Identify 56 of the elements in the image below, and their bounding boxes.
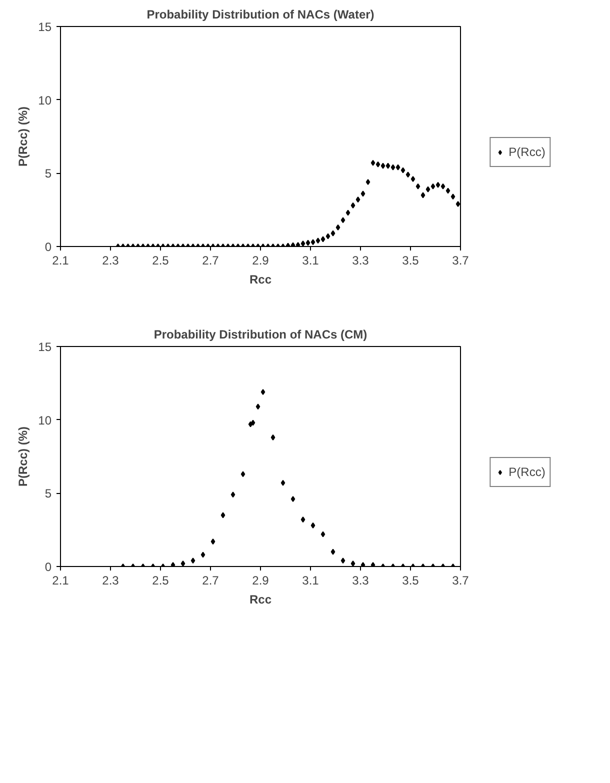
point [270, 434, 276, 440]
x-tick-label: 2.7 [202, 574, 220, 588]
x-tick-label: 2.1 [52, 254, 70, 268]
y-tick-label: 0 [44, 560, 52, 574]
chart-title: Probability Distribution of NACs (CM) [154, 328, 368, 342]
y-axis-title: P(Rcc) (%) [16, 426, 30, 487]
point [340, 558, 346, 564]
point [370, 562, 376, 566]
point [180, 560, 186, 566]
y-tick-label: 5 [44, 486, 52, 501]
point [350, 560, 356, 566]
point [300, 516, 306, 523]
point [230, 492, 236, 498]
point [330, 548, 336, 555]
x-tick-label: 3.7 [452, 254, 470, 268]
point [170, 562, 176, 566]
y-tick-label: 10 [38, 413, 52, 428]
x-tick-label: 3.1 [302, 574, 320, 588]
point [210, 538, 216, 545]
point [200, 552, 206, 558]
x-tick-label: 2.5 [152, 254, 170, 268]
point [320, 531, 326, 538]
point [260, 388, 266, 395]
y-tick-label: 15 [38, 20, 52, 34]
x-axis-title: Rcc [249, 592, 272, 606]
y-axis-title: P(Rcc) (%) [16, 106, 30, 167]
x-tick-label: 3.5 [402, 254, 420, 268]
y-tick-label: 5 [44, 166, 52, 181]
x-tick-label: 2.9 [252, 574, 270, 588]
legend-label: P(Rcc) [508, 144, 546, 158]
legend-label: P(Rcc) [508, 464, 546, 478]
point [280, 480, 286, 486]
point [256, 404, 260, 410]
x-tick-label: 2.1 [52, 574, 70, 588]
point [240, 471, 246, 478]
x-tick-label: 3.5 [402, 574, 420, 588]
x-tick-label: 2.9 [252, 254, 270, 268]
x-tick-label: 3.3 [352, 254, 370, 268]
y-tick-label: 0 [44, 240, 52, 254]
x-tick-label: 2.5 [152, 574, 170, 588]
y-tick-label: 15 [38, 340, 52, 354]
x-axis-title: Rcc [249, 272, 272, 286]
x-tick-label: 3.3 [352, 574, 370, 588]
point [360, 562, 366, 566]
point [250, 420, 256, 426]
y-tick-label: 10 [38, 93, 52, 108]
x-tick-label: 2.7 [202, 254, 220, 268]
point [290, 496, 296, 502]
point [310, 522, 316, 528]
point [220, 512, 226, 518]
point [190, 558, 196, 564]
x-tick-label: 3.1 [302, 254, 320, 268]
x-tick-label: 2.3 [102, 574, 120, 588]
x-tick-label: 2.3 [102, 254, 120, 268]
x-tick-label: 3.7 [452, 574, 470, 588]
chart-title: Probability Distribution of NACs (Water) [146, 8, 374, 22]
